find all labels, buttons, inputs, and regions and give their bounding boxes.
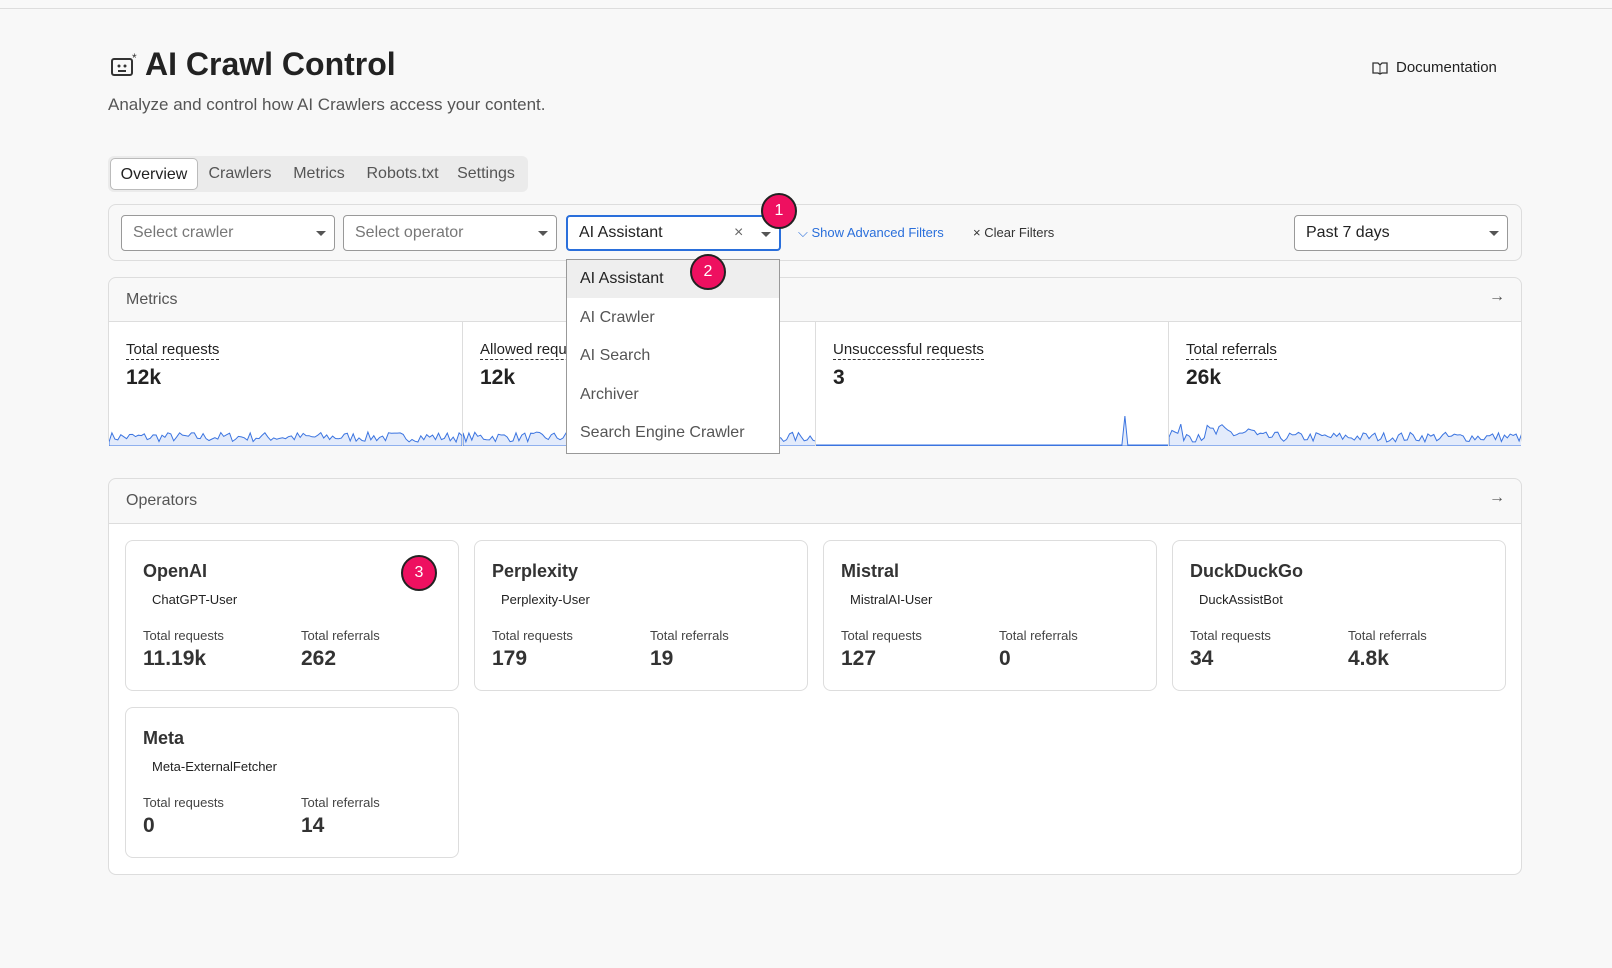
- metric-value: 26k: [1186, 366, 1222, 389]
- stat-value: 34: [1190, 647, 1214, 670]
- stat-value: 127: [841, 647, 877, 670]
- dropdown-option[interactable]: AI Crawler: [580, 308, 655, 326]
- metric-label: Unsuccessful requests: [833, 341, 984, 360]
- stat-label: Total referrals: [1348, 628, 1427, 643]
- advanced-text: Show Advanced Filters: [811, 225, 944, 240]
- operator-name: Perplexity: [492, 561, 579, 581]
- metric-label: Total referrals: [1186, 341, 1277, 360]
- svg-text:*: *: [132, 52, 137, 65]
- robot-icon: *: [111, 52, 137, 76]
- operator-card[interactable]: Meta Meta-ExternalFetcher Total requests 0 T…: [125, 707, 459, 858]
- documentation-link[interactable]: Documentation: [1396, 59, 1497, 76]
- stat-value: 0: [999, 647, 1011, 670]
- dropdown-option[interactable]: Archiver: [580, 385, 639, 403]
- badge: 2: [690, 254, 726, 290]
- sparkline: [1169, 423, 1521, 446]
- dropdown-menu: AI Assistant AI Crawler AI Search Archiver S…: [566, 259, 780, 454]
- tab[interactable]: Crawlers: [208, 165, 272, 182]
- tab[interactable]: Metrics: [293, 165, 345, 182]
- subtitle: Analyze and control how AI Crawlers acce…: [108, 95, 546, 114]
- operator-name: Meta: [143, 728, 185, 748]
- metric-value: 3: [833, 366, 845, 389]
- metric-card: Total requests 12k: [109, 322, 462, 446]
- stat-value: 0: [143, 814, 155, 837]
- operator-cards: OpenAI ChatGPT-User Total requests 11.19k To…: [109, 523, 1521, 874]
- clear-filters[interactable]: × Clear Filters: [973, 225, 1055, 240]
- arrow[interactable]: →: [1489, 489, 1505, 506]
- stat-label: Total requests: [841, 628, 922, 643]
- placeholder: Select operator: [355, 224, 464, 241]
- top-border: [0, 8, 1612, 9]
- stat-value: 179: [492, 647, 528, 670]
- metric-label: Allowed requests: [480, 341, 595, 360]
- bot-name: MistralAI-User: [850, 592, 933, 607]
- tab[interactable]: Settings: [457, 165, 515, 182]
- stat-value: 11.19k: [143, 647, 207, 670]
- filter-bar: Select crawler Select operator AI Assist…: [108, 204, 1522, 261]
- operator-name: OpenAI: [143, 561, 208, 581]
- stat-label: Total referrals: [999, 628, 1078, 643]
- sparkline: [816, 415, 1168, 446]
- category-select[interactable]: AI Assistant ×: [566, 215, 781, 251]
- crawler-select[interactable]: Select crawler: [121, 215, 335, 251]
- stat-value: 262: [301, 647, 337, 670]
- stat-label: Total requests: [492, 628, 573, 643]
- stat-label: Total referrals: [301, 628, 380, 643]
- stat-value: 14: [301, 814, 325, 837]
- selected-value: Past 7 days: [1306, 224, 1390, 241]
- metric-value: 12k: [480, 366, 516, 389]
- dropdown-option[interactable]: AI Search: [580, 347, 651, 365]
- tab-bar: Overview Crawlers Metrics Robots.txt Setting…: [108, 156, 528, 192]
- advanced-filters[interactable]: ⌵ Show Advanced Filters: [798, 225, 944, 240]
- metric-card: Unsuccessful requests 3: [815, 322, 1168, 446]
- placeholder: Select crawler: [133, 224, 234, 241]
- operators-panel: Operators → OpenAI ChatGPT-User Total requ…: [108, 478, 1522, 875]
- badge: 3: [401, 555, 437, 591]
- selected-value: AI Assistant: [579, 224, 663, 241]
- tab[interactable]: Robots.txt: [366, 165, 439, 182]
- tab[interactable]: Overview: [110, 158, 198, 190]
- stat-label: Total requests: [1190, 628, 1271, 643]
- stat-value: 19: [650, 647, 674, 670]
- operator-card[interactable]: Mistral MistralAI-User Total requests 127 To…: [823, 540, 1157, 691]
- arrow[interactable]: →: [1489, 288, 1505, 305]
- bot-name: ChatGPT-User: [152, 592, 238, 607]
- stat-label: Total requests: [143, 795, 224, 810]
- operator-select[interactable]: Select operator: [343, 215, 557, 251]
- clear-text: Clear Filters: [984, 225, 1055, 240]
- badge: 1: [761, 193, 797, 229]
- panel-title: Metrics: [126, 291, 178, 308]
- metric-card: Total referrals 26k: [1168, 322, 1521, 446]
- operator-card[interactable]: DuckDuckGo DuckAssistBot Total requests 34 T…: [1172, 540, 1506, 691]
- sparkline: [109, 430, 462, 446]
- dropdown-option[interactable]: AI Assistant: [567, 260, 779, 298]
- stat-label: Total referrals: [650, 628, 729, 643]
- operator-name: DuckDuckGo: [1190, 561, 1304, 581]
- metric-label: Total requests: [126, 341, 220, 360]
- time-range-select[interactable]: Past 7 days: [1294, 215, 1508, 251]
- bot-name: DuckAssistBot: [1199, 592, 1283, 607]
- page-title: AI Crawl Control: [145, 46, 396, 82]
- panel-title: Operators: [126, 492, 198, 509]
- metrics-panel: Metrics → Total requests 12k Allowed reque…: [108, 277, 1522, 446]
- bot-name: Meta-ExternalFetcher: [152, 759, 277, 774]
- dropdown-option[interactable]: Search Engine Crawler: [580, 424, 745, 442]
- operator-name: Mistral: [841, 561, 900, 581]
- metric-value: 12k: [126, 366, 162, 389]
- stat-label: Total referrals: [301, 795, 380, 810]
- stat-value: 4.8k: [1348, 647, 1389, 670]
- metric-cards: Total requests 12k Allowed requests 12k Unsu…: [109, 321, 1521, 446]
- bot-name: Perplexity-User: [501, 592, 590, 607]
- stat-label: Total requests: [143, 628, 224, 643]
- book-icon: [1372, 62, 1388, 75]
- operator-card[interactable]: Perplexity Perplexity-User Total requests 1…: [474, 540, 808, 691]
